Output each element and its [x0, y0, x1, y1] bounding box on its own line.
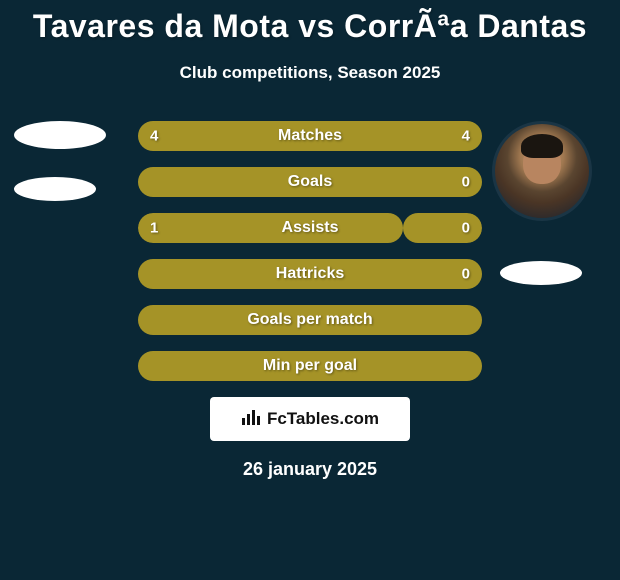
- stat-row: Goals 0: [138, 167, 482, 197]
- player-right-badge-placeholder: [500, 261, 582, 285]
- branding-badge[interactable]: FcTables.com: [210, 397, 410, 441]
- stat-value-right: 0: [462, 174, 470, 191]
- stat-fill-left: [138, 213, 403, 243]
- stat-row: Min per goal: [138, 351, 482, 381]
- stat-bars: Matches44Goals0Assists10Hattricks0Goals …: [138, 121, 482, 381]
- stat-label: Min per goal: [263, 357, 357, 375]
- stat-row: Assists 1 0: [138, 213, 482, 243]
- stat-value-left: 4: [150, 128, 158, 145]
- stat-fill-right: [403, 213, 482, 243]
- date-label: 26 january 2025: [0, 459, 620, 480]
- player-right-avatar-photo: [492, 121, 592, 221]
- stats-area: Matches44Goals0Assists10Hattricks0Goals …: [0, 121, 620, 480]
- stat-label: Goals per match: [247, 311, 372, 329]
- stat-value-right: 0: [462, 220, 470, 237]
- page-title: Tavares da Mota vs CorrÃªa Dantas: [0, 8, 620, 45]
- comparison-widget: Tavares da Mota vs CorrÃªa Dantas Club c…: [0, 0, 620, 480]
- branding-text: FcTables.com: [267, 409, 379, 429]
- stat-row: Matches 4 4: [138, 121, 482, 151]
- branding-chart-icon: [241, 408, 263, 431]
- player-left-avatar-placeholder: [14, 121, 106, 149]
- player-left-badge-placeholder: [14, 177, 96, 201]
- stat-label: Matches: [278, 127, 342, 145]
- stat-row: Goals per match: [138, 305, 482, 335]
- stat-row: Hattricks 0: [138, 259, 482, 289]
- stat-value-left: 1: [150, 220, 158, 237]
- stat-value-right: 0: [462, 266, 470, 283]
- stat-label: Hattricks: [276, 265, 344, 283]
- stat-label: Goals: [288, 173, 332, 191]
- player-left-avatar-group: [14, 121, 106, 201]
- stat-value-right: 4: [462, 128, 470, 145]
- stat-label: Assists: [282, 219, 339, 237]
- player-right-avatar-group: [492, 121, 592, 285]
- page-subtitle: Club competitions, Season 2025: [0, 63, 620, 83]
